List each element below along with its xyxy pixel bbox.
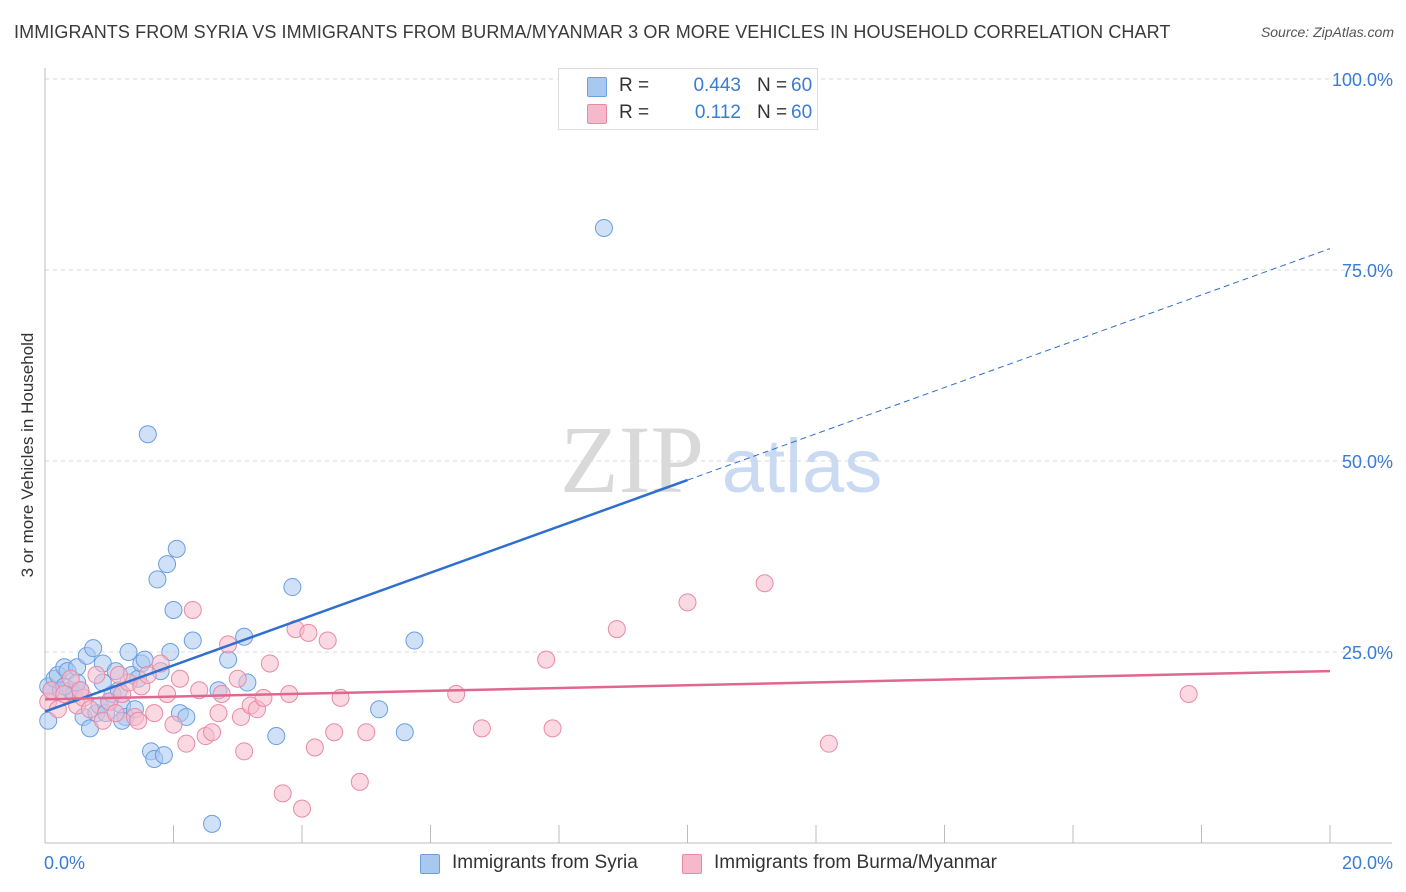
series-legend: Immigrants from Syria Immigrants from Bu… <box>0 852 1406 878</box>
r-value: 0.443 <box>693 75 741 96</box>
syria-point <box>594 218 613 237</box>
burma-point <box>260 654 279 673</box>
burma-swatch <box>587 104 607 124</box>
syria-point <box>370 700 389 719</box>
syria-point <box>164 600 183 619</box>
syria-swatch <box>587 77 607 97</box>
burma-point <box>209 704 228 723</box>
burma-point <box>203 723 222 742</box>
legend-label-burma: Immigrants from Burma/Myanmar <box>714 852 997 873</box>
burma-point <box>109 665 128 684</box>
syria-point <box>135 650 154 669</box>
tick-labels: 25.0% 50.0% 75.0% 100.0% 0.0% 20.0% <box>44 70 1393 873</box>
burma-point <box>607 620 626 639</box>
burma-trend-line <box>44 669 1331 701</box>
x-tick-label: 0.0% <box>44 853 85 873</box>
n-value: 60 <box>791 102 813 123</box>
burma-point <box>293 799 311 818</box>
burma-point <box>350 772 369 791</box>
burma-point <box>228 669 247 688</box>
burma-point <box>170 669 189 688</box>
burma-point <box>472 719 491 738</box>
burma-swatch <box>682 854 702 874</box>
r-label: R = <box>619 75 650 96</box>
syria-point <box>183 631 202 650</box>
burma-point <box>254 688 273 707</box>
r-label: R = <box>619 102 650 123</box>
series-syria-points <box>39 218 613 833</box>
burma-point <box>190 681 209 700</box>
gridlines <box>45 78 1392 653</box>
burma-point <box>678 593 697 612</box>
burma-point <box>61 669 80 688</box>
syria-point <box>283 578 302 597</box>
watermark-atlas: atlas <box>722 424 883 509</box>
burma-point <box>273 784 292 803</box>
syria-point <box>119 643 138 661</box>
syria-point <box>395 723 414 742</box>
burma-point <box>357 723 376 742</box>
burma-point <box>447 685 466 704</box>
syria-point <box>267 727 286 746</box>
n-value: 60 <box>791 75 813 96</box>
burma-point <box>299 623 318 642</box>
axes <box>44 68 1392 844</box>
n-label: N = <box>757 75 788 96</box>
burma-point <box>305 738 324 757</box>
burma-point <box>145 704 164 723</box>
burma-point <box>158 685 177 704</box>
burma-point <box>235 742 254 761</box>
y-tick-label: 25.0% <box>1342 643 1393 663</box>
y-tick-label: 75.0% <box>1342 261 1393 281</box>
y-tick-label: 50.0% <box>1342 452 1393 472</box>
syria-point <box>167 539 186 558</box>
burma-point <box>325 723 344 742</box>
syria-point <box>39 711 58 730</box>
syria-point <box>154 746 173 765</box>
syria-point <box>219 650 238 669</box>
n-label: N = <box>757 102 788 123</box>
watermark: ZIP atlas <box>560 406 882 513</box>
syria-point <box>161 643 180 661</box>
source-label: Source: ZipAtlas.com <box>1260 24 1394 40</box>
trend-lines <box>44 248 1331 713</box>
stats-legend: R = 0.443 N = 60 R = 0.112 N = 60 <box>558 68 818 130</box>
legend-label-syria: Immigrants from Syria <box>452 852 638 873</box>
syria-point <box>405 631 424 650</box>
burma-point <box>543 719 562 738</box>
syria-point <box>203 814 222 833</box>
syria-point <box>84 639 103 658</box>
r-value: 0.112 <box>694 102 741 123</box>
syria-point <box>158 555 177 574</box>
syria-point <box>138 425 157 444</box>
syria-point <box>148 570 167 589</box>
syria-trend-extension <box>687 248 1331 481</box>
burma-point <box>819 734 838 753</box>
y-tick-label: 100.0% <box>1332 70 1393 90</box>
burma-point <box>87 665 106 684</box>
burma-point <box>1179 685 1198 704</box>
syria-swatch <box>420 854 440 874</box>
burma-point <box>755 574 774 593</box>
burma-point <box>106 704 125 723</box>
x-tick-label: 20.0% <box>1342 853 1393 873</box>
chart-title: IMMIGRANTS FROM SYRIA VS IMMIGRANTS FROM… <box>14 22 1171 42</box>
burma-point <box>231 707 250 726</box>
burma-point <box>80 700 99 719</box>
burma-point <box>183 600 202 619</box>
burma-point <box>212 685 231 704</box>
burma-point <box>318 631 337 650</box>
burma-point <box>537 650 556 669</box>
burma-point <box>164 715 183 734</box>
syria-trend-line <box>44 478 688 713</box>
burma-point <box>129 711 148 730</box>
watermark-zip: ZIP <box>560 406 704 513</box>
burma-point <box>177 734 196 753</box>
